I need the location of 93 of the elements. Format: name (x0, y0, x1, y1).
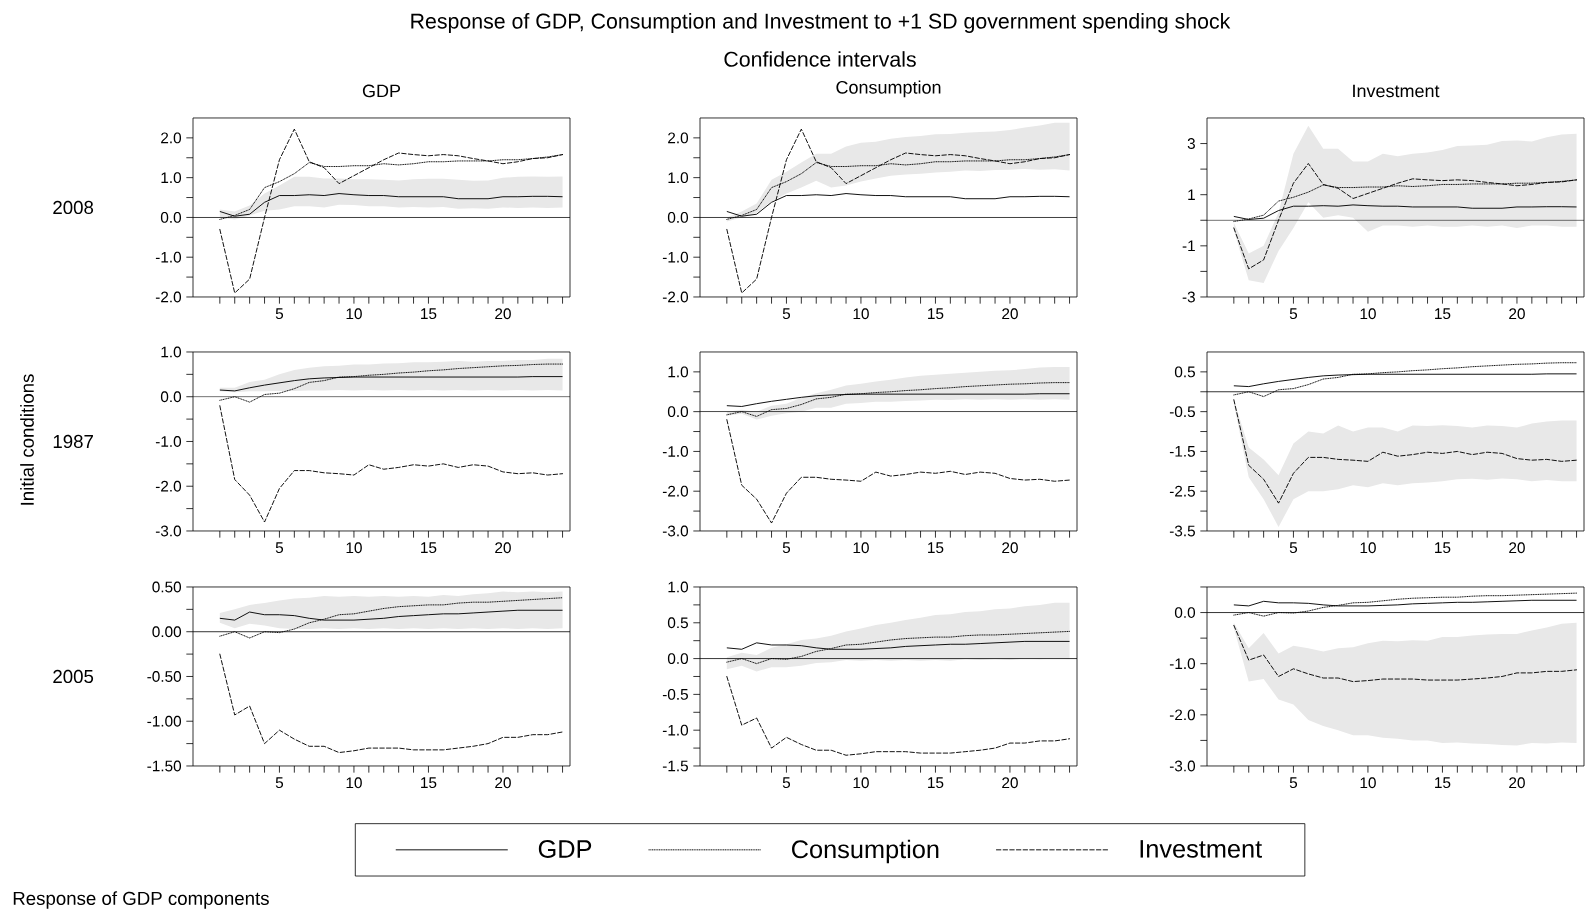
chart-title: Consumption (836, 80, 941, 98)
x-tick-label: 10 (1360, 777, 1376, 789)
y-tick-label: -2.0 (155, 291, 182, 303)
y-tick-label: -2.0 (1169, 709, 1196, 721)
x-tick-label: 20 (1002, 777, 1018, 789)
text: Response of GDP, Consumption and Investment to +1 SD government spending shock (411, 13, 1231, 33)
y-tick-label: -0.5 (662, 688, 688, 700)
y-tick-label: -2.0 (662, 291, 689, 303)
x-tick-label: 5 (782, 777, 791, 789)
y-tick-label: -0.50 (147, 671, 182, 682)
y-tick-label: -3.5 (1169, 525, 1195, 537)
y-tick-label: -1.00 (147, 715, 182, 727)
x-tick-label: 5 (1289, 777, 1298, 789)
y-tick-label: -1.5 (662, 760, 688, 772)
x-tick-label: 5 (1289, 542, 1298, 554)
y-tick-label: -1.0 (1169, 658, 1196, 670)
y-tick-label: -1.0 (662, 446, 689, 457)
x-tick-label: 10 (853, 308, 869, 320)
y-tick-label: 0.0 (1174, 607, 1196, 618)
x-tick-label: 5 (1289, 308, 1298, 320)
x-tick-label: 15 (1435, 777, 1451, 789)
y-tick-label: 1 (1188, 189, 1195, 200)
x-tick-label: 5 (782, 308, 791, 320)
y-axis-title: 2005 (53, 669, 94, 684)
y-tick-label: 0.00 (152, 626, 182, 638)
y-tick-label: 1.0 (161, 172, 182, 184)
x-tick-label: 20 (495, 777, 511, 789)
chart-title: Investment (1353, 84, 1440, 98)
x-tick-label: 10 (853, 777, 869, 789)
text: Initial conditions (20, 374, 34, 505)
chart-title: GDP (362, 84, 401, 98)
y-tick-label: 0.0 (667, 406, 689, 418)
y-tick-label: -2.0 (155, 480, 182, 492)
y-tick-label: 1.0 (668, 366, 689, 378)
y-tick-label: 0.0 (667, 653, 689, 665)
x-tick-label: 20 (495, 542, 511, 554)
y-tick-label: 0.0 (667, 212, 689, 223)
x-tick-label: 10 (1360, 308, 1376, 320)
y-tick-label: -1.0 (155, 436, 182, 447)
y-tick-label: 0.5 (1174, 366, 1195, 378)
y-axis-title: 2008 (53, 200, 94, 215)
y-tick-label: -3 (1182, 291, 1195, 303)
x-tick-label: 20 (1509, 777, 1525, 789)
x-tick-label: 15 (421, 542, 437, 554)
x-tick-label: 20 (495, 308, 511, 320)
x-tick-label: 20 (1002, 308, 1018, 320)
y-tick-label: 2.0 (668, 132, 689, 144)
y-tick-label: 1.0 (668, 172, 689, 184)
x-tick-label: 15 (928, 777, 944, 789)
legend-label: Investment (1140, 840, 1262, 858)
text: Response of GDP components (13, 891, 269, 909)
y-tick-label: 1.0 (161, 346, 182, 358)
y-tick-label: -1.5 (1169, 446, 1195, 457)
text: Confidence intervals (724, 51, 916, 67)
x-tick-label: 15 (1435, 308, 1451, 320)
x-tick-label: 20 (1509, 308, 1525, 320)
y-tick-label: 0.5 (667, 617, 688, 629)
x-tick-label: 10 (346, 308, 362, 320)
x-tick-label: 5 (782, 542, 791, 554)
x-tick-label: 15 (1435, 542, 1451, 554)
x-tick-label: 10 (1360, 542, 1376, 554)
y-tick-label: 0.0 (160, 212, 182, 223)
x-tick-label: 15 (421, 777, 437, 789)
x-tick-label: 5 (275, 308, 284, 320)
y-tick-label: -3.0 (662, 525, 689, 537)
y-tick-label: -1.50 (147, 760, 182, 772)
x-tick-label: 5 (275, 777, 284, 789)
y-tick-label: -3.0 (155, 525, 182, 537)
legend-label: GDP (538, 839, 592, 858)
y-tick-label: -1.0 (155, 251, 182, 263)
y-axis-title: 1987 (53, 434, 93, 449)
y-tick-label: -0.5 (1169, 406, 1195, 418)
x-tick-label: 10 (853, 542, 869, 554)
y-tick-label: -3.0 (1169, 760, 1196, 772)
y-tick-label: 3 (1187, 138, 1195, 149)
y-tick-label: -1 (1182, 240, 1195, 252)
x-tick-label: 20 (1509, 542, 1525, 554)
y-tick-label: -1.0 (662, 724, 689, 736)
x-tick-label: 10 (346, 542, 362, 554)
y-tick-label: 0.0 (160, 391, 182, 403)
legend-label: Consumption (792, 839, 939, 864)
x-tick-label: 15 (421, 308, 437, 320)
y-tick-label: 0.50 (152, 581, 182, 593)
x-tick-label: 15 (928, 308, 944, 320)
x-tick-label: 15 (928, 542, 944, 554)
y-tick-label: 1.0 (668, 581, 689, 593)
x-tick-label: 5 (275, 542, 284, 554)
y-tick-label: 2.0 (161, 132, 182, 144)
y-tick-label: -2.0 (662, 485, 689, 497)
x-tick-label: 20 (1002, 542, 1018, 554)
y-tick-label: -2.5 (1169, 485, 1195, 497)
y-tick-label: -1.0 (662, 251, 689, 263)
x-tick-label: 10 (346, 777, 362, 789)
